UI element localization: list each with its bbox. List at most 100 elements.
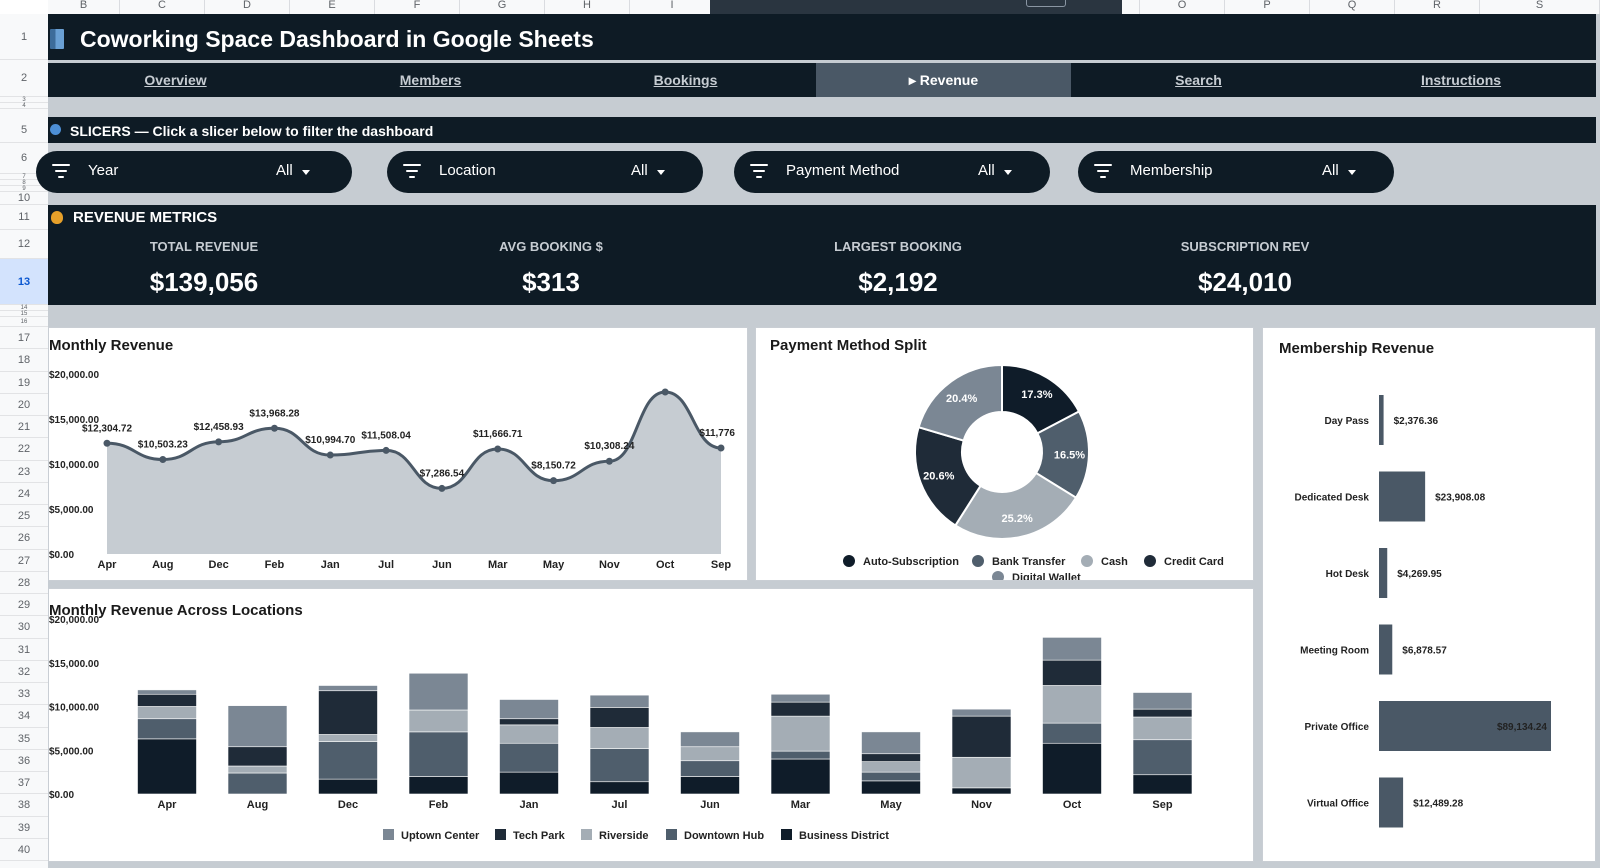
column-header[interactable]: E	[290, 0, 375, 14]
row-header[interactable]: 24	[0, 483, 48, 505]
row-header[interactable]: 15	[0, 311, 48, 317]
row-header[interactable]: 17	[0, 327, 48, 350]
row-header[interactable]: 31	[0, 639, 48, 661]
row-header[interactable]: 29	[0, 594, 48, 617]
row-header[interactable]: 23	[0, 461, 48, 483]
bar-segment	[1042, 742, 1102, 795]
bar-segment	[951, 708, 1012, 717]
y-tick-label: $10,000.00	[49, 703, 99, 714]
payment-method-chart[interactable]: Payment Method Split 17.3% 16.5% 25.2% 20.6…	[755, 327, 1254, 581]
column-header[interactable]: C	[120, 0, 205, 14]
slicer-payment-method[interactable]: Payment Method All	[734, 151, 1050, 193]
row-header[interactable]: 5	[0, 117, 48, 143]
row-header[interactable]: 35	[0, 728, 48, 750]
row-header[interactable]: 22	[0, 438, 48, 461]
row-header[interactable]: 6	[0, 143, 48, 174]
column-header[interactable]: B	[48, 0, 120, 14]
column-header[interactable]: S	[1480, 0, 1600, 14]
locations-revenue-chart[interactable]: Monthly Revenue Across Locations $0.00 $5…	[48, 588, 1254, 862]
slicer-location[interactable]: Location All	[387, 151, 703, 193]
bar-segment	[589, 694, 650, 708]
row-header[interactable]: 30	[0, 616, 48, 639]
donut-slice	[954, 471, 1078, 540]
row-header[interactable]: 4	[0, 103, 48, 109]
row-header[interactable]: 27	[0, 550, 48, 572]
caret-down-icon	[1348, 170, 1356, 175]
bar-segment	[680, 776, 740, 795]
bar-segment	[589, 707, 650, 728]
bar-segment	[227, 765, 288, 774]
x-tick-label: Oct	[1063, 799, 1082, 811]
area-fill	[107, 392, 721, 554]
row-header[interactable]: 10	[0, 192, 48, 205]
column-header[interactable]: O	[1140, 0, 1225, 14]
x-tick-label: Aug	[152, 559, 173, 571]
row-header[interactable]: 39	[0, 817, 48, 839]
data-label: $10,308.24	[584, 441, 634, 452]
row-header[interactable]: 13	[0, 259, 48, 305]
column-header[interactable]: R	[1395, 0, 1480, 14]
row-header[interactable]: 26	[0, 527, 48, 550]
column-header[interactable]: I	[630, 0, 715, 14]
column-header[interactable]: F	[375, 0, 460, 14]
nav-instructions[interactable]: Instructions	[1420, 72, 1502, 88]
y-tick-label: $20,000.00	[49, 615, 99, 626]
nav-bar: Overview Members Bookings ▸ Revenue Sear…	[48, 63, 1596, 97]
row-header[interactable]: 20	[0, 394, 48, 416]
column-header[interactable]: H	[545, 0, 630, 14]
nav-members[interactable]: Members	[399, 72, 462, 88]
row-header[interactable]: 12	[0, 230, 48, 259]
nav-bookings[interactable]: Bookings	[653, 72, 718, 88]
caret-down-icon	[657, 170, 665, 175]
nav-search[interactable]: Search	[1175, 72, 1222, 88]
monthly-revenue-chart[interactable]: Monthly Revenue $0.00 $5,000.00 $10,000.00…	[48, 327, 748, 581]
slicer-year[interactable]: Year All	[36, 151, 352, 193]
row-header[interactable]: 7	[0, 174, 48, 180]
bar-segment	[499, 742, 559, 773]
row-header[interactable]: 36	[0, 750, 48, 772]
column-header[interactable]	[970, 0, 1140, 14]
kpi-largest-booking-label: LARGEST BOOKING	[834, 239, 962, 254]
row-header[interactable]: 38	[0, 794, 48, 817]
chart-title: Monthly Revenue	[49, 337, 174, 354]
row-header[interactable]: 28	[0, 572, 48, 594]
bar-segment	[227, 705, 288, 748]
row-header[interactable]: 11	[0, 205, 48, 230]
donut-slice	[914, 425, 982, 527]
column-header[interactable]: P	[1225, 0, 1310, 14]
slicer-label: Year	[88, 162, 119, 179]
bar-segment	[861, 731, 921, 755]
row-header[interactable]: 34	[0, 705, 48, 728]
data-label: $10,994.70	[305, 435, 355, 446]
bar-segment	[770, 758, 831, 795]
row-header[interactable]: 18	[0, 349, 48, 372]
bar-segment	[1132, 692, 1193, 710]
row-header[interactable]: 32	[0, 661, 48, 683]
nav-revenue[interactable]: ▸ Revenue	[816, 63, 1071, 97]
row-header[interactable]: 3	[0, 97, 48, 103]
row-header[interactable]: 9	[0, 186, 48, 192]
slicer-membership[interactable]: Membership All	[1078, 151, 1394, 193]
row-header[interactable]: 19	[0, 372, 48, 394]
row-header[interactable]: 1	[0, 14, 48, 60]
column-header[interactable]: G	[460, 0, 545, 14]
legend-swatch	[992, 571, 1004, 580]
data-label: $12,458.93	[194, 422, 244, 433]
row-header[interactable]: 14	[0, 305, 48, 311]
row-header[interactable]: 25	[0, 505, 48, 528]
row-header[interactable]: 21	[0, 416, 48, 439]
row-header[interactable]: 37	[0, 772, 48, 795]
column-header[interactable]: Q	[1310, 0, 1395, 14]
bar-segment	[1132, 708, 1193, 718]
row-header[interactable]: 40	[0, 839, 48, 861]
row-header[interactable]: 16	[0, 317, 48, 327]
nav-overview[interactable]: Overview	[144, 72, 207, 88]
legend-label: Credit Card	[1164, 556, 1224, 568]
row-header[interactable]: 2	[0, 60, 48, 97]
row-header[interactable]: 33	[0, 683, 48, 706]
column-header[interactable]: D	[205, 0, 290, 14]
bar	[1379, 548, 1388, 598]
stacked-bar-svg: $0.00 $5,000.00 $10,000.00 $15,000.00 $20,00…	[49, 615, 1193, 842]
row-header[interactable]: 8	[0, 180, 48, 186]
membership-revenue-chart[interactable]: Membership Revenue Day Pass $2,376.36 Dedi…	[1262, 327, 1596, 862]
